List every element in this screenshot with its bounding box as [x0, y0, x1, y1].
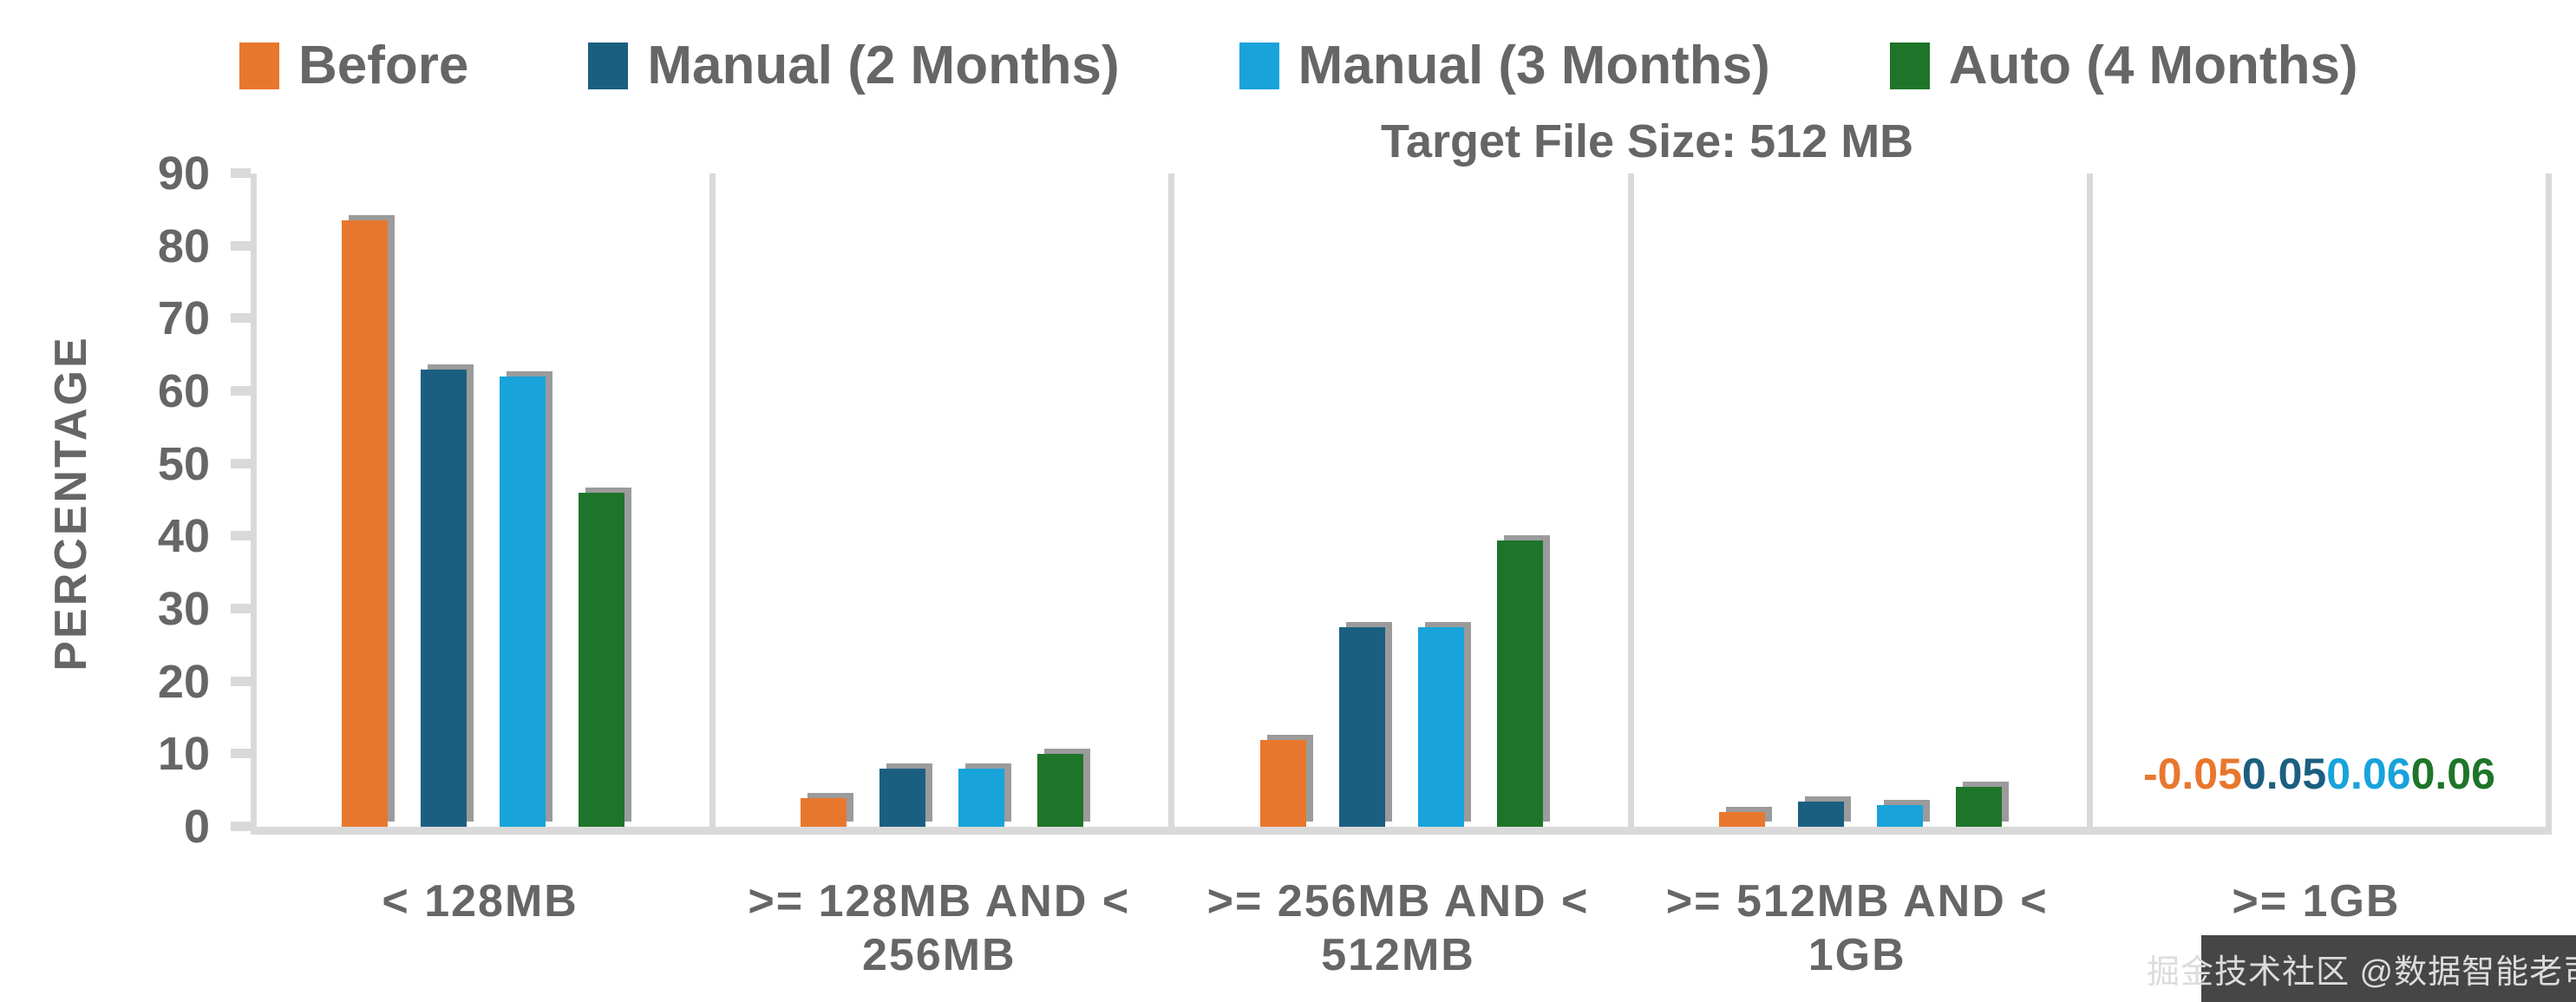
y-tick-label: 80	[157, 219, 210, 272]
legend: Before Manual (2 Months) Manual (3 Months)…	[239, 35, 2358, 96]
category-label-4: >= 1GB	[2087, 874, 2546, 982]
legend-label: Before	[298, 36, 469, 95]
bar-before	[801, 797, 847, 827]
y-tick-label: 50	[157, 437, 210, 490]
chart-title: Target File Size: 512 MB	[1381, 115, 1914, 167]
category-label-line: 512MB	[1321, 930, 1475, 980]
legend-item-0: Before	[239, 35, 468, 96]
plot-area: -0.05 0.05 0.06 0.06	[251, 174, 2553, 835]
legend-swatch-icon	[1239, 42, 1279, 89]
bar-before	[342, 220, 389, 827]
x-axis-category-labels: < 128MB >= 128MB AND <256MB >= 256MB AND <…	[251, 874, 2546, 982]
legend-item-1: Manual (2 Months)	[588, 35, 1120, 96]
category-label-line: >= 256MB AND <	[1206, 876, 1590, 927]
y-tick-mark	[231, 531, 251, 541]
category-label-line: >= 512MB AND <	[1665, 876, 2049, 927]
category-label-0: < 128MB	[251, 874, 709, 982]
value-label: 0.05	[2241, 750, 2327, 798]
legend-swatch-icon	[239, 42, 279, 89]
y-tick-mark	[231, 822, 251, 831]
y-tick-label: 30	[157, 583, 210, 635]
y-tick-mark	[231, 313, 251, 324]
bar-manual-2-months-	[421, 369, 467, 827]
value-label: 0.06	[2326, 750, 2411, 798]
value-label: 0.06	[2410, 750, 2495, 798]
category-panel-3	[1634, 174, 2093, 827]
y-tick-mark	[231, 458, 251, 468]
value-label: -0.05	[2142, 750, 2242, 798]
category-label-3: >= 512MB AND <1GB	[1628, 874, 2087, 982]
legend-swatch-icon	[1889, 42, 1930, 89]
y-tick-mark	[231, 168, 251, 178]
legend-item-2: Manual (3 Months)	[1239, 35, 1770, 96]
bar-manual-3-months-	[500, 377, 546, 827]
category-label-line: >= 128MB AND <	[748, 876, 1131, 927]
y-tick-label: 10	[157, 728, 210, 781]
legend-label: Auto (4 Months)	[1948, 36, 2358, 95]
bar-before	[1259, 739, 1306, 827]
bar-manual-2-months-	[879, 769, 926, 827]
category-label-line: 1GB	[1808, 930, 1906, 980]
y-tick-label: 60	[157, 365, 210, 417]
category-panel-2	[1174, 174, 1634, 827]
category-label-line: >= 1GB	[2232, 876, 2401, 927]
y-tick-label: 40	[157, 510, 210, 563]
bar-manual-3-months-	[958, 769, 1005, 827]
y-tick-mark	[231, 386, 251, 396]
bar-manual-3-months-	[1876, 804, 1923, 827]
bar-before	[1718, 812, 1765, 827]
y-tick-mark	[231, 749, 251, 759]
legend-swatch-icon	[588, 42, 629, 89]
watermark: 掘金技术社区 @数据智能老司机	[2147, 935, 2576, 1002]
category-label-1: >= 128MB AND <256MB	[709, 874, 1168, 982]
bar-auto-4-months-	[1496, 540, 1543, 827]
category-panel-4: -0.05 0.05 0.06 0.06	[2093, 174, 2553, 827]
y-tick-label: 20	[157, 655, 210, 708]
near-zero-value-labels: -0.05 0.05 0.06 0.06	[2093, 752, 2546, 796]
legend-label: Manual (3 Months)	[1298, 36, 1770, 95]
category-panel-1	[716, 174, 1175, 827]
y-tick-mark	[231, 676, 251, 686]
bar-manual-2-months-	[1338, 626, 1385, 827]
legend-label: Manual (2 Months)	[647, 36, 1120, 95]
bar-auto-4-months-	[579, 493, 625, 827]
y-tick-mark	[231, 240, 251, 251]
y-tick-label: 70	[157, 292, 210, 345]
bar-auto-4-months-	[1955, 786, 2002, 827]
category-label-line: < 128MB	[382, 876, 579, 927]
y-tick-label: 0	[183, 801, 210, 853]
y-axis-ticks: 0 10 20 30 40 50 60 70 80 90	[0, 150, 251, 850]
bar-manual-3-months-	[1417, 626, 1464, 827]
category-label-2: >= 256MB AND <512MB	[1168, 874, 1627, 982]
category-label-line: 256MB	[861, 930, 1017, 980]
bar-auto-4-months-	[1037, 754, 1084, 827]
y-tick-mark	[231, 604, 251, 613]
bar-manual-2-months-	[1797, 801, 1844, 827]
category-panel-0	[257, 174, 716, 827]
legend-item-3: Auto (4 Months)	[1889, 35, 2358, 96]
y-tick-label: 90	[157, 147, 210, 200]
